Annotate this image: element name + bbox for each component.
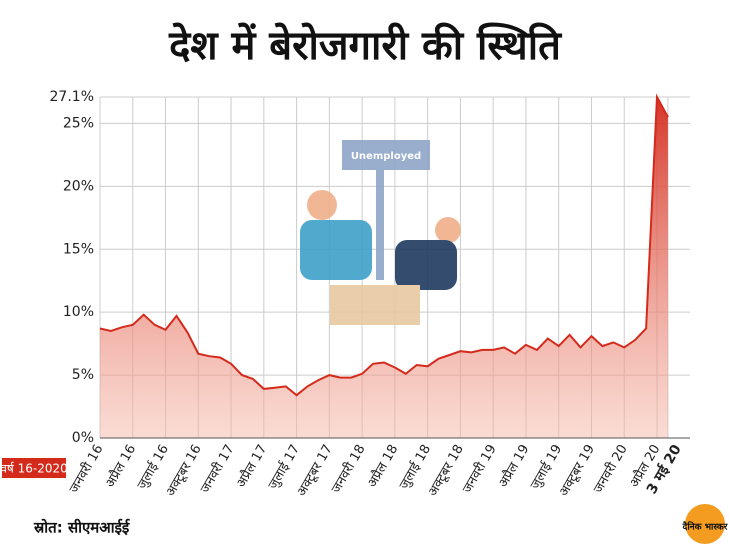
badge-text: वर्ष 16-2020: [0, 462, 68, 476]
person-head: [307, 190, 337, 220]
x-tick-label: जनवरी 16: [66, 442, 107, 496]
sign: [342, 140, 430, 170]
x-tick-label: अप्रैल 18: [364, 442, 401, 491]
illustration: Unemployed: [300, 140, 461, 325]
person-head: [435, 217, 461, 243]
y-tick-label: 20%: [63, 178, 94, 194]
logo: दैनिक भास्कर: [682, 521, 728, 533]
x-tick-label: अप्रैल 16: [102, 442, 139, 491]
sign-post: [376, 170, 384, 280]
person-body: [300, 220, 372, 280]
chart-title: देश में बेरोजगारी की स्थिति: [168, 22, 562, 69]
line: [99, 93, 669, 397]
person-body: [395, 240, 457, 290]
y-tick-label: 25%: [63, 115, 94, 131]
badge: [2, 458, 66, 478]
box: [330, 285, 420, 325]
x-tick-label: अप्रैल 17: [233, 442, 270, 491]
sign-text: Unemployed: [351, 151, 421, 162]
area: [100, 97, 668, 438]
y-tick-label: 10%: [63, 304, 94, 320]
logo-mark: [685, 504, 725, 544]
y-tick-label: 27.1%: [50, 89, 94, 105]
y-tick-label: 5%: [72, 367, 94, 383]
y-tick-label: 0%: [72, 430, 94, 446]
x-tick-label: अप्रैल 19: [495, 442, 532, 491]
source: स्रोत: सीएमआईई: [33, 519, 130, 537]
plot: [99, 93, 669, 438]
y-tick-label: 15%: [63, 241, 94, 257]
